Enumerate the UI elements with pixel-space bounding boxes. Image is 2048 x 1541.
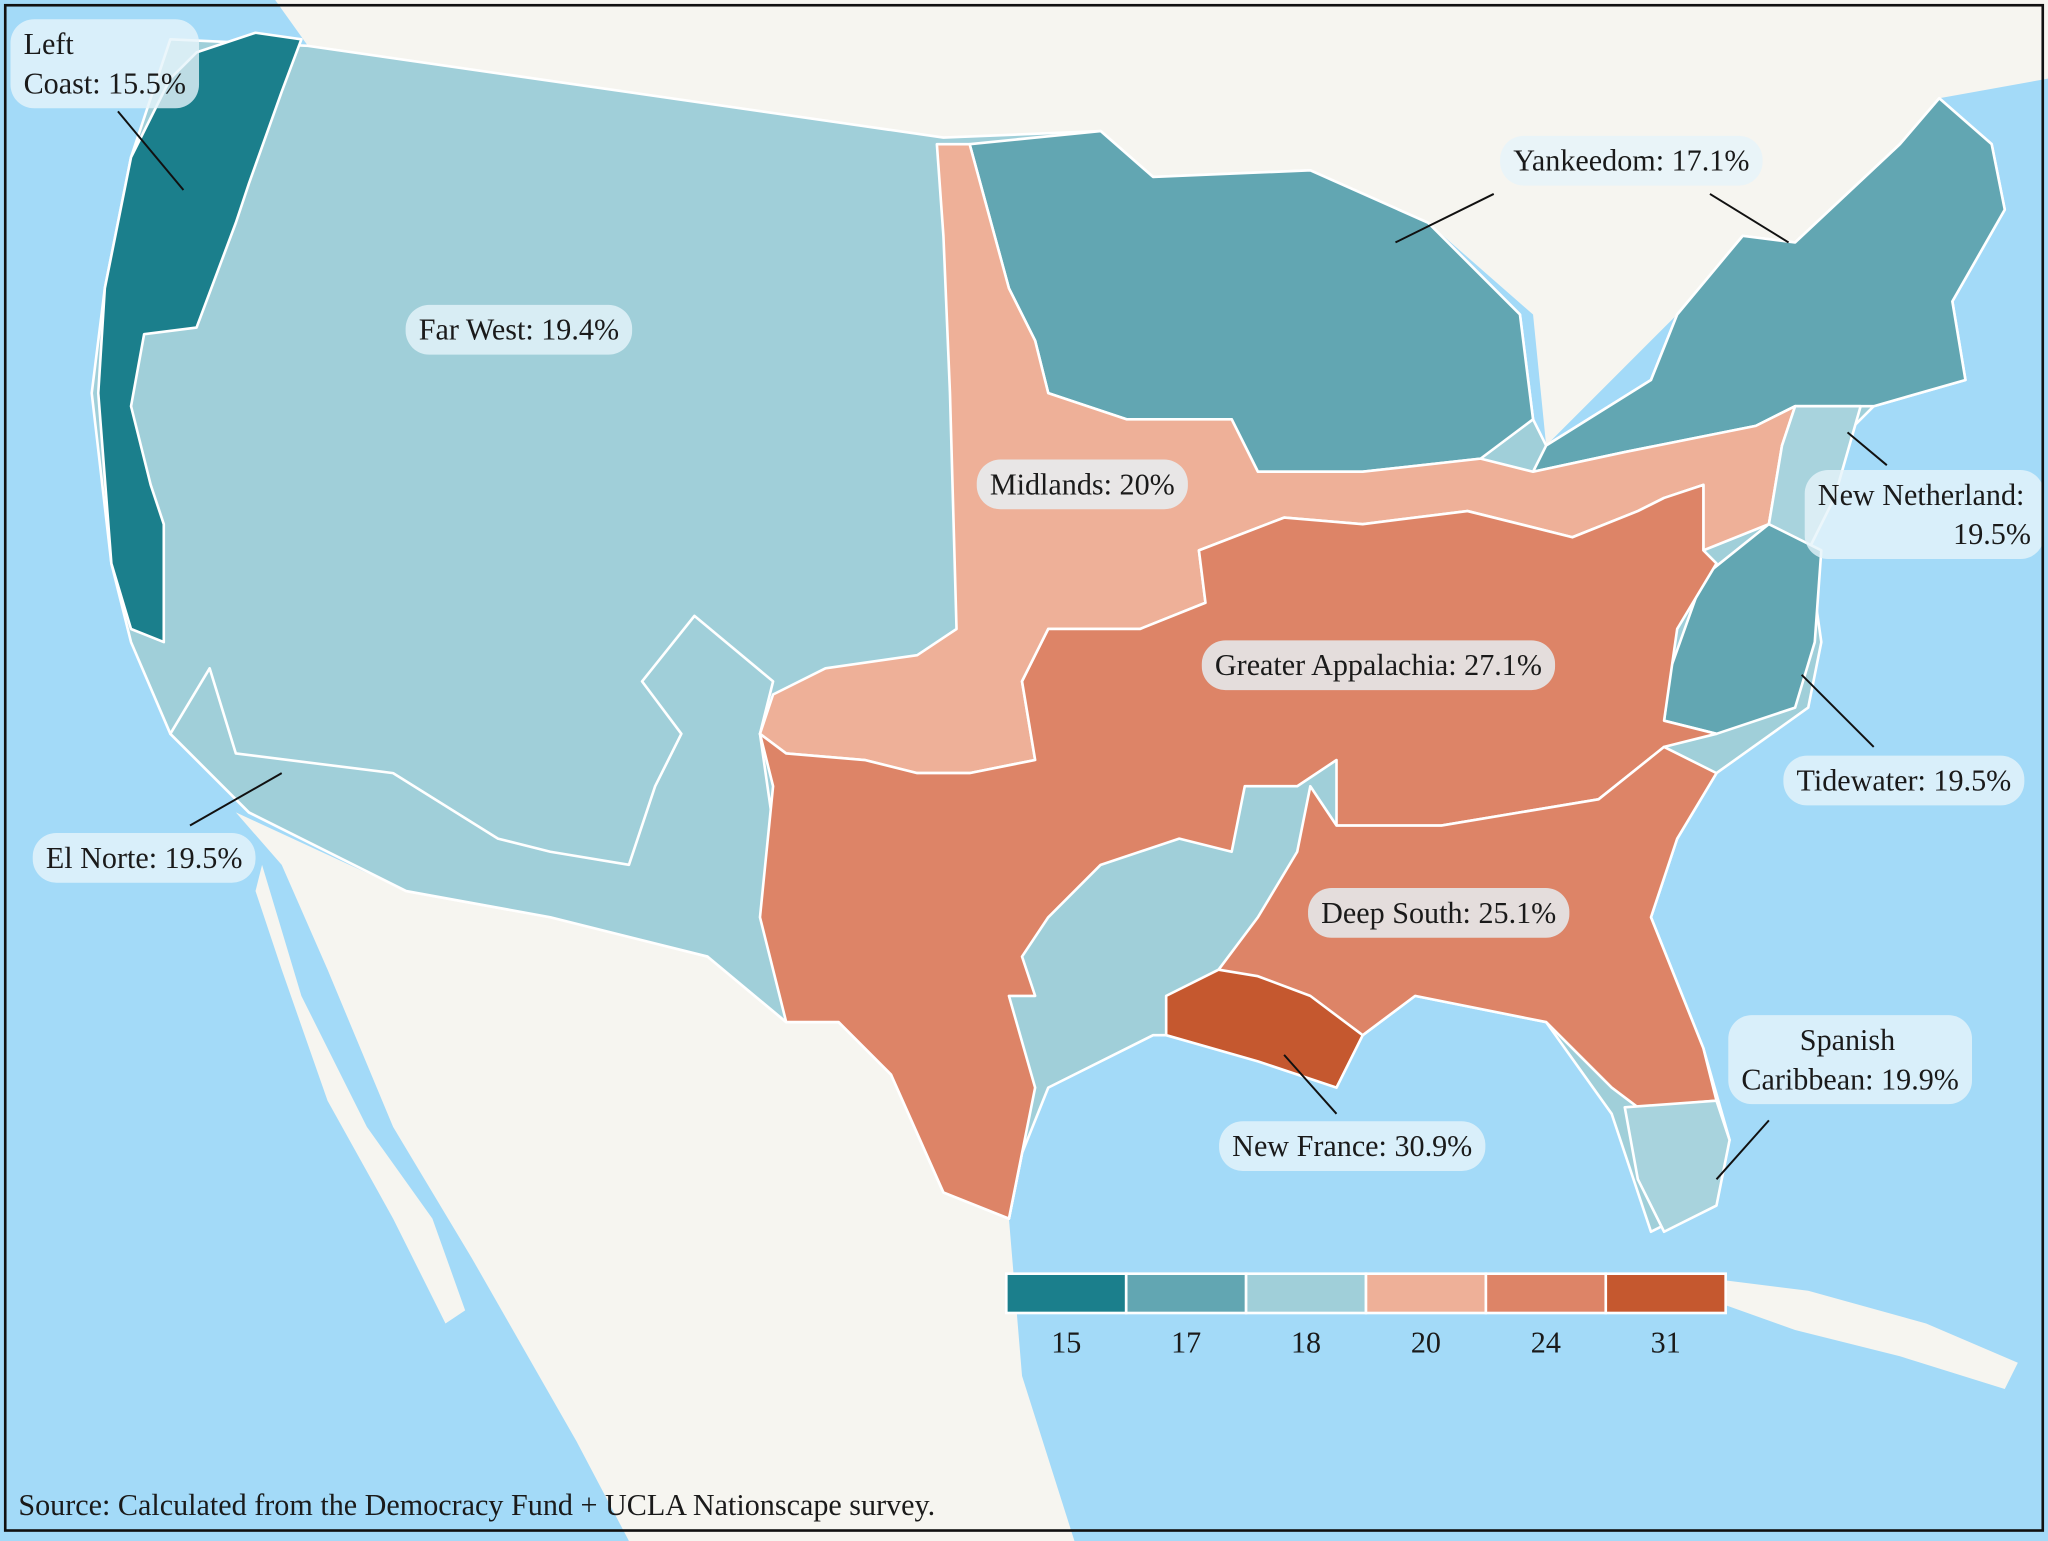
legend-label: 24 [1531,1326,1561,1360]
label-line: 19.5% [1953,517,2031,551]
leader-line [1846,431,1888,466]
label-background [32,832,256,883]
label-line: Tidewater: 19.5% [1796,764,2011,798]
label-line: Caribbean: 19.9% [1741,1062,1959,1096]
cuba [1703,1277,2018,1389]
leader-line [1709,193,1790,244]
labels: Left Coast: 15.5% Far West: 19.4% El Nort… [10,19,2045,1171]
label-background [1783,755,2025,806]
leader-line [1395,193,1495,244]
mexico [235,812,1075,1541]
label-line: New France: 30.9% [1232,1129,1472,1163]
label-line: Coast: 15.5% [24,66,186,100]
label-line: Left [24,27,75,61]
region-left-coast [96,31,303,644]
label-background [1804,470,2045,560]
legend: 15 17 18 20 24 31 [1005,1272,1727,1360]
label-line: Far West: 19.4% [419,313,619,347]
legend-label: 18 [1291,1326,1321,1360]
region-label: New France: 30.9% [1219,1121,1486,1171]
label-background [1201,640,1556,691]
label-background [1728,1015,1973,1105]
label-line: Yankeedom: 17.1% [1513,144,1749,178]
label-line: Greater Appalachia: 27.1% [1215,648,1542,682]
legend-swatch [1604,1272,1727,1315]
label-background [1500,135,1763,186]
legend-swatch [1484,1272,1608,1315]
region-label: Midlands: 20% [976,459,1188,510]
region-label: Far West: 19.4% [405,304,633,355]
label-line: Midlands: 20% [990,467,1175,501]
legend-swatch [1124,1272,1248,1315]
region-label: Greater Appalachia: 27.1% [1201,640,1556,691]
leader-line [1715,1119,1770,1180]
leader-line [1800,674,1875,748]
legend-label: 15 [1051,1326,1081,1360]
label-line: El Norte: 19.5% [46,841,243,875]
leader-line [1283,1054,1338,1115]
label-background [405,304,633,355]
label-background [1219,1121,1486,1171]
legend-label: 17 [1171,1326,1201,1360]
canada [183,0,2048,446]
region-label: New Netherland: 19.5% [1804,470,2045,560]
leader-line [189,772,283,827]
legend-label: 20 [1411,1326,1441,1360]
leader-line [117,110,185,191]
label-background [1308,888,1570,938]
region-label: Left Coast: 15.5% [10,19,200,109]
legend-swatch [1364,1272,1488,1315]
label-line: Spanish [1800,1023,1895,1057]
leader-lines [117,110,1888,1180]
baja [255,864,466,1324]
legend-swatch [1005,1272,1128,1315]
region-label: Deep South: 25.1% [1308,888,1570,938]
region-label: Tidewater: 19.5% [1783,755,2025,806]
region-label: El Norte: 19.5% [32,832,256,883]
frame [3,3,2045,1532]
label-line: New Netherland: [1818,478,2025,512]
source-note: Source: Calculated from the Democracy Fu… [18,1488,935,1522]
region-spanish-caribbean [1623,1099,1731,1234]
label-line: Deep South: 25.1% [1321,896,1556,930]
label-background [10,19,200,109]
label-background [976,459,1188,510]
legend-swatch [1244,1272,1368,1315]
region-new-france [1164,968,1365,1089]
legend-label: 31 [1651,1326,1681,1360]
region-label: Spanish Caribbean: 19.9% [1728,1015,1973,1105]
region-label: Yankeedom: 17.1% [1500,135,1763,186]
